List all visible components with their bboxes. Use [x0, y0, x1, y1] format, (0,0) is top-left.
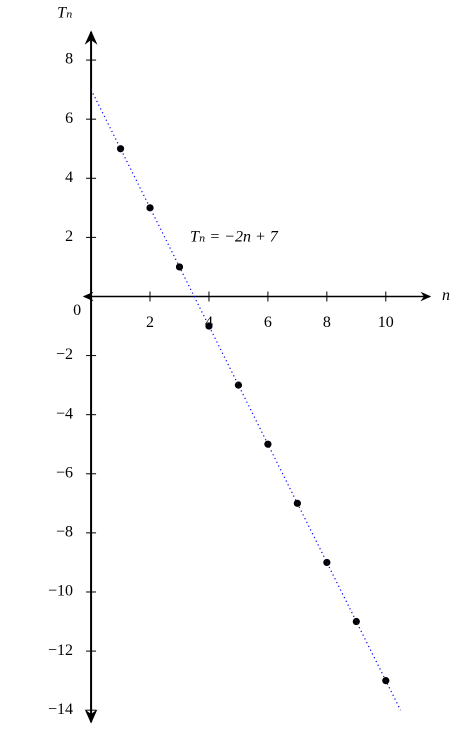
x-tick-label: 8: [323, 314, 331, 331]
y-tick-label: 8: [65, 51, 73, 68]
y-tick-label: −6: [56, 464, 73, 481]
y-tick-label: −2: [56, 346, 73, 363]
x-tick-label: 6: [264, 314, 272, 331]
y-tick-label: 6: [65, 110, 73, 127]
point: [146, 204, 154, 212]
x-tick-label: 10: [378, 314, 394, 331]
point: [323, 558, 331, 567]
fit-line: [90, 89, 402, 711]
x-axis-label: n: [442, 287, 450, 304]
y-tick-label: 4: [65, 169, 73, 186]
annotation: Tₙ = −2n + 7: [190, 229, 279, 246]
point: [264, 440, 272, 448]
y-tick-label: −10: [48, 583, 73, 600]
y-tick-label: 2: [65, 228, 73, 245]
point: [234, 381, 243, 389]
point: [205, 322, 213, 330]
point: [352, 617, 360, 626]
y-tick-label: −14: [48, 701, 73, 718]
origin-label: 0: [73, 302, 81, 319]
x-tick-label: 2: [146, 314, 154, 331]
y-axis-label: Tₙ: [57, 5, 72, 22]
point: [116, 145, 125, 153]
y-tick-label: −4: [56, 405, 73, 422]
y-tick-label: −12: [48, 642, 73, 659]
y-tick-label: −8: [56, 524, 73, 541]
